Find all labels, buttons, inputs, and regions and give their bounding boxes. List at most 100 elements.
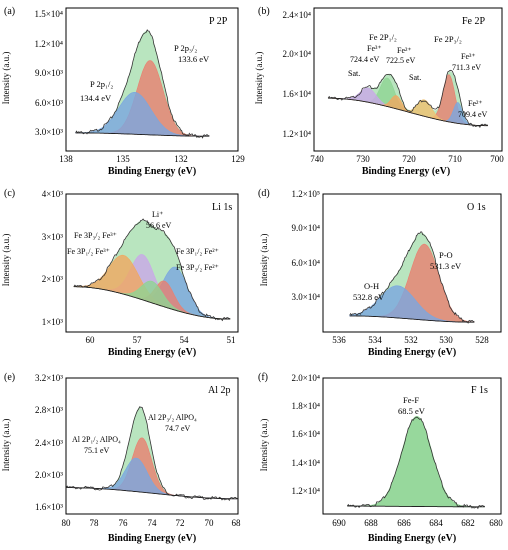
annotation-label: Sat. <box>348 69 360 78</box>
y-tick-label: 9.0×10⁴ <box>292 223 320 233</box>
plot-frame <box>65 377 239 515</box>
panel-label: (e) <box>4 372 15 383</box>
y-tick-label: 2.4×10⁴ <box>283 10 311 20</box>
panel-b: (b) Intensity (a.u.) Fe 2P 1.2×10⁴ 1.6×1… <box>254 6 504 177</box>
x-tick-label: 51 <box>227 335 236 345</box>
peak-annotations: Li⁺ 56.6 eV Fe 3P₃/₂ Fe³⁺ Fe 3P₁/₂ Fe³⁺ … <box>67 210 219 272</box>
peak-annotations: Al 2P₃/₂ AlPO₄ 74.7 eV Al 2P₁/₂ AlPO₄ 75… <box>72 413 197 455</box>
y-tick-label: 2×10³ <box>42 274 64 284</box>
y-tick-label: 3.0×10³ <box>35 127 63 137</box>
y-ticks: 1.6×10³ 2.0×10³ 2.4×10³ 2.8×10³ 3.2×10³ <box>35 373 63 512</box>
x-tick-label: 700 <box>490 154 504 164</box>
background-line <box>73 286 231 320</box>
x-tick-label: 68 <box>232 518 242 528</box>
raw-data-line <box>75 29 210 139</box>
x-tick-label: 72 <box>176 518 185 528</box>
annotation-label: Fe 3P₃/₂ Fe²⁺ <box>176 263 219 272</box>
y-tick-label: 1.2×10⁴ <box>283 129 311 139</box>
annotation-value: 531.3 eV <box>430 261 462 271</box>
panel-label: (c) <box>4 188 15 199</box>
y-tick-label: 1.2×10⁵ <box>292 189 320 199</box>
y-tick-label: 1×10³ <box>42 317 64 327</box>
x-tick-label: 74 <box>148 518 158 528</box>
x-tick-label: 690 <box>332 518 346 528</box>
annotation-value: 75.1 eV <box>84 446 110 455</box>
x-tick-label: 534 <box>368 335 382 345</box>
annotation-label: Fe 2P₃/₂ <box>434 34 462 44</box>
y-tick-label: 2.4×10³ <box>35 438 63 448</box>
spectrum-curves <box>349 231 475 324</box>
element-title: Al 2p <box>208 385 231 396</box>
peak-annotations: P 2p₃/₂ 133.6 eV P 2p₁/₂ 134.4 eV <box>80 43 210 103</box>
panel-f: (f) Intensity (a.u.) F 1s 1.2×10⁴ 1.4×10… <box>258 372 503 544</box>
x-tick-label: 730 <box>356 154 370 164</box>
raw-data-line <box>73 218 231 322</box>
panel-label: (d) <box>258 188 270 199</box>
annotation-value: 711.3 eV <box>452 63 481 72</box>
plot-frame <box>313 7 503 152</box>
y-tick-label: 2.0×10⁴ <box>292 373 320 383</box>
spectrum-curves <box>65 406 239 501</box>
annotation-label: Fe³⁺ <box>367 44 382 53</box>
background-line <box>66 487 238 500</box>
y-tick-label: 3×10³ <box>42 232 64 242</box>
background-line <box>349 315 475 323</box>
plot-frame <box>322 377 502 515</box>
peak-annotations: P-O 531.3 eV O-H 532.8 eV <box>353 250 462 302</box>
panel-label: (f) <box>258 372 268 383</box>
x-tick-label: 528 <box>475 335 489 345</box>
y-tick-label: 2.8×10³ <box>35 405 63 415</box>
plot-frame <box>65 7 239 152</box>
annotation-label: Fe²⁺ <box>397 46 412 55</box>
peak-annotations: Fe 2P₁/₂ Fe 2P₃/₂ Fe³⁺ 724.4 eV Fe²⁺ 722… <box>348 32 488 119</box>
annotation-label: Fe²⁺ <box>468 99 483 108</box>
annotation-label: P-O <box>439 250 453 260</box>
spectrum-curves <box>73 218 231 322</box>
raw-data-line <box>349 231 475 324</box>
spectrum-curves <box>75 29 210 139</box>
annotation-label: Fe 3P₁/₂ Fe³⁺ <box>67 247 110 256</box>
annotation-label: P 2p₁/₂ <box>90 79 113 89</box>
peak-annotations: Fe-F 68.5 eV <box>398 395 426 416</box>
x-ticks: 536 534 532 530 528 <box>332 335 489 345</box>
y-tick-label: 9.0×10³ <box>35 68 63 78</box>
panel-d: (d) Intensity (a.u.) O 1s 3.0×10⁴ 6.0×10… <box>258 188 502 358</box>
y-tick-label: 1.8×10⁴ <box>292 401 320 411</box>
annotation-value: 722.5 eV <box>386 56 416 65</box>
y-ticks: 3.0×10³ 6.0×10³ 9.0×10³ 1.2×10⁴ 1.5×10⁴ <box>35 9 64 137</box>
annotation-label: Fe 3P₃/₂ Fe³⁺ <box>74 231 117 240</box>
annotation-value: 133.6 eV <box>178 54 210 64</box>
annotation-label: Fe 2P₁/₂ <box>369 32 397 42</box>
y-axis-label: Intensity (a.u.) <box>259 234 269 287</box>
annotation-label: Sat. <box>409 73 421 82</box>
y-ticks: 1×10³ 2×10³ 3×10³ 4×10³ <box>42 189 64 327</box>
y-ticks: 1.2×10⁴ 1.6×10⁴ 2.0×10⁴ 2.4×10⁴ <box>283 10 311 139</box>
raw-data-line <box>327 69 489 128</box>
annotation-value: 56.6 eV <box>146 221 172 230</box>
envelope-fill <box>66 407 238 499</box>
x-tick-label: 536 <box>332 335 346 345</box>
plot-frame <box>65 193 239 333</box>
y-axis-label: Intensity (a.u.) <box>1 419 11 472</box>
y-tick-label: 4×10³ <box>42 189 64 199</box>
y-tick-label: 6.0×10³ <box>35 98 63 108</box>
y-axis-label: Intensity (a.u.) <box>1 52 11 105</box>
annotation-value: 724.4 eV <box>350 55 380 64</box>
y-axis-label: Intensity (a.u.) <box>254 52 264 105</box>
element-title: Fe 2P <box>462 16 486 27</box>
y-tick-label: 1.6×10³ <box>35 502 63 512</box>
x-tick-label: 135 <box>116 154 130 164</box>
y-ticks: 3.0×10⁴ 6.0×10⁴ 9.0×10⁴ 1.2×10⁵ <box>292 189 320 302</box>
x-ticks: 740 730 720 710 700 <box>310 154 504 164</box>
element-title: O 1s <box>467 202 486 213</box>
y-tick-label: 1.6×10⁴ <box>292 429 320 439</box>
annotation-label: P 2p₃/₂ <box>174 43 197 53</box>
background-line <box>75 132 210 137</box>
plot-frame <box>322 193 502 333</box>
x-tick-label: 710 <box>448 154 462 164</box>
annotation-value: 134.4 eV <box>80 93 112 103</box>
x-tick-label: 740 <box>310 154 324 164</box>
element-title: P 2P <box>209 16 228 27</box>
y-tick-label: 1.5×10⁴ <box>35 9 63 19</box>
